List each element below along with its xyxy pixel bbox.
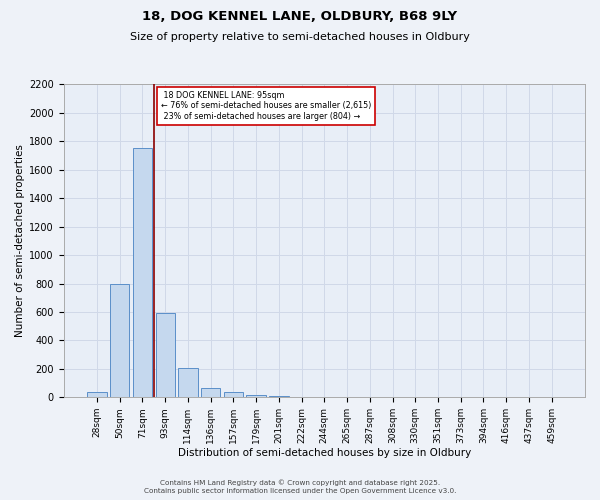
Bar [133, 148, 152, 397]
Text: 18, DOG KENNEL LANE, OLDBURY, B68 9LY: 18, DOG KENNEL LANE, OLDBURY, B68 9LY [142, 10, 458, 23]
Bar [201, 388, 220, 397]
Bar [110, 284, 130, 397]
Bar [155, 314, 175, 397]
Bar [247, 394, 266, 397]
Text: Contains HM Land Registry data © Crown copyright and database right 2025.: Contains HM Land Registry data © Crown c… [160, 480, 440, 486]
Bar [178, 368, 197, 397]
Y-axis label: Number of semi-detached properties: Number of semi-detached properties [15, 144, 25, 338]
Text: 18 DOG KENNEL LANE: 95sqm
← 76% of semi-detached houses are smaller (2,615)
 23%: 18 DOG KENNEL LANE: 95sqm ← 76% of semi-… [161, 91, 371, 120]
Bar [269, 396, 289, 397]
X-axis label: Distribution of semi-detached houses by size in Oldbury: Distribution of semi-detached houses by … [178, 448, 471, 458]
Bar [224, 392, 243, 397]
Text: Size of property relative to semi-detached houses in Oldbury: Size of property relative to semi-detach… [130, 32, 470, 42]
Bar [88, 392, 107, 397]
Text: Contains public sector information licensed under the Open Government Licence v3: Contains public sector information licen… [144, 488, 456, 494]
